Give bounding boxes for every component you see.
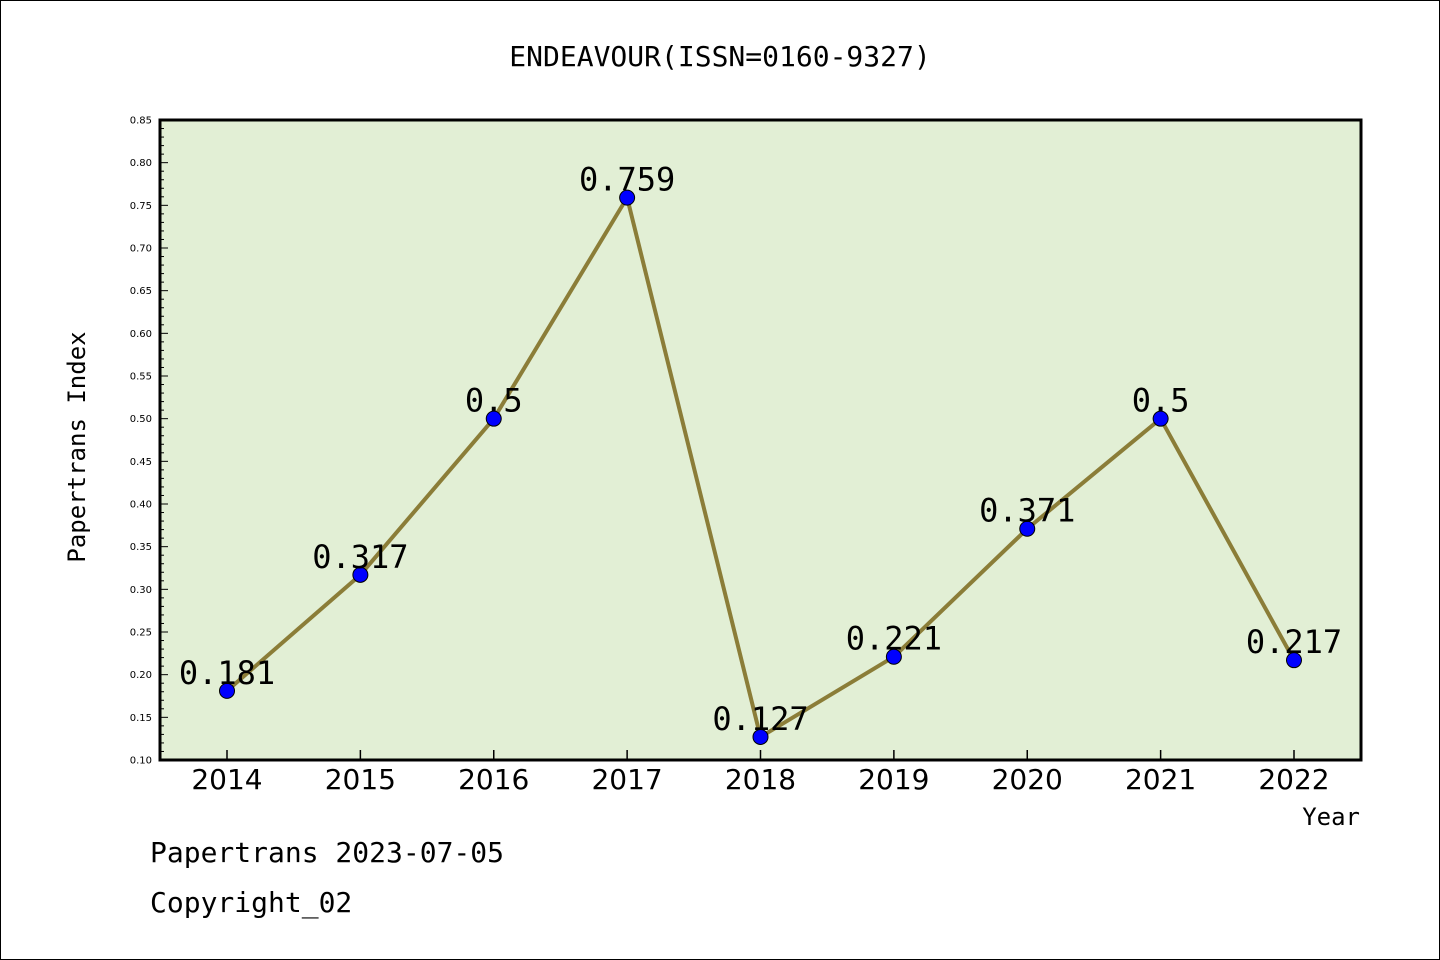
x-tick-label: 2017 <box>591 763 662 796</box>
x-axis-title: Year <box>1302 803 1360 831</box>
data-point <box>752 728 769 745</box>
data-point <box>1152 410 1169 427</box>
footer-date: Papertrans 2023-07-05 <box>150 836 505 869</box>
data-label: 0.217 <box>1246 623 1342 661</box>
chart-title: ENDEAVOUR(ISSN=0160-9327) <box>509 40 930 73</box>
data-label: 0.759 <box>579 161 675 199</box>
data-label: 0.181 <box>179 654 275 692</box>
x-tick-label: 2020 <box>992 763 1063 796</box>
plot-area <box>158 118 1363 762</box>
x-tick-label: 2021 <box>1125 763 1196 796</box>
x-tick-label: 2015 <box>325 763 396 796</box>
data-label: 0.221 <box>846 620 942 658</box>
data-point <box>1019 520 1036 537</box>
y-tick-label: 0.10 <box>130 756 152 767</box>
data-point <box>352 566 369 583</box>
data-point <box>485 410 502 427</box>
y-tick-label: 0.55 <box>130 372 152 383</box>
y-tick-label: 0.65 <box>130 286 152 297</box>
data-point <box>1286 652 1302 669</box>
data-label: 0.127 <box>712 700 808 738</box>
data-point <box>885 648 902 665</box>
data-label: 0.317 <box>312 538 408 576</box>
data-point <box>619 189 636 206</box>
y-tick-label: 0.85 <box>130 116 152 127</box>
series <box>219 189 1302 745</box>
y-tick-label: 0.30 <box>130 585 152 596</box>
y-tick-label: 0.35 <box>130 542 152 553</box>
y-tick-label: 0.20 <box>130 670 152 681</box>
y-minor-ticks <box>160 119 168 761</box>
data-labels: 0.181 0.317 0.5 0.759 0.127 0.221 0.371 0.5 0.21… <box>179 161 1342 738</box>
y-axis: 0.10 0.15 0.20 0.25 0.30 0.35 0.40 0.45 0.50 0.55… <box>130 116 152 767</box>
y-tick-label: 0.60 <box>130 329 152 340</box>
x-tick-label: 2022 <box>1258 763 1329 796</box>
x-tick-label: 2016 <box>458 763 529 796</box>
x-tick-label: 2018 <box>725 763 796 796</box>
y-tick-label: 0.70 <box>130 244 152 255</box>
data-label: 0.371 <box>979 492 1075 530</box>
data-label: 0.5 <box>465 382 523 420</box>
y-axis-title: Papertrans Index <box>63 331 91 562</box>
y-tick-label: 0.75 <box>130 201 152 212</box>
y-tick-label: 0.40 <box>130 500 152 511</box>
y-tick-label: 0.15 <box>130 713 152 724</box>
x-tick-label: 2019 <box>858 763 929 796</box>
data-point <box>219 682 235 699</box>
y-tick-label: 0.25 <box>130 628 152 639</box>
x-tick-label: 2014 <box>191 763 262 796</box>
y-tick-label: 0.50 <box>130 414 152 425</box>
y-tick-label: 0.80 <box>130 158 152 169</box>
data-label: 0.5 <box>1132 382 1190 420</box>
y-tick-label: 0.45 <box>130 457 152 468</box>
x-axis: 2014 2015 2016 2017 2018 2019 2020 2021 2022 <box>191 750 1330 796</box>
footer-copyright: Copyright_02 <box>150 886 353 919</box>
